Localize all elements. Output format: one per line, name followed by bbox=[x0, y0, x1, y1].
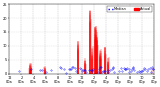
Point bbox=[69, 68, 72, 69]
Point bbox=[84, 70, 87, 71]
Point bbox=[102, 70, 105, 72]
Point bbox=[110, 69, 113, 70]
Point bbox=[146, 70, 148, 71]
Point bbox=[104, 70, 107, 72]
Point bbox=[102, 70, 104, 72]
Point bbox=[50, 69, 52, 70]
Point bbox=[41, 69, 43, 71]
Point bbox=[133, 69, 136, 71]
Point bbox=[109, 69, 111, 70]
Point bbox=[122, 67, 125, 68]
Point bbox=[136, 71, 139, 73]
Point bbox=[139, 72, 141, 73]
Point bbox=[112, 67, 115, 68]
Point bbox=[18, 71, 21, 72]
Point bbox=[149, 68, 152, 69]
Point bbox=[68, 68, 70, 69]
Point bbox=[92, 69, 95, 70]
Point bbox=[81, 70, 83, 71]
Point bbox=[30, 69, 33, 70]
Point bbox=[45, 71, 48, 72]
Point bbox=[138, 70, 140, 72]
Point bbox=[99, 66, 102, 68]
Point bbox=[90, 69, 92, 70]
Point bbox=[106, 70, 109, 71]
Point bbox=[60, 68, 62, 69]
Point bbox=[75, 70, 78, 71]
Point bbox=[132, 68, 135, 69]
Point bbox=[72, 67, 74, 68]
Point bbox=[98, 68, 100, 69]
Point bbox=[151, 66, 153, 68]
Point bbox=[69, 68, 71, 69]
Point bbox=[141, 70, 144, 71]
Point bbox=[130, 71, 132, 72]
Point bbox=[150, 72, 152, 73]
Point bbox=[79, 67, 82, 68]
Point bbox=[59, 67, 62, 68]
Point bbox=[125, 68, 127, 70]
Point bbox=[90, 70, 93, 71]
Point bbox=[143, 67, 145, 69]
Point bbox=[143, 69, 146, 70]
Point bbox=[111, 66, 114, 68]
Point bbox=[140, 70, 143, 71]
Point bbox=[91, 70, 94, 71]
Point bbox=[126, 68, 128, 69]
Point bbox=[39, 70, 42, 71]
Point bbox=[71, 66, 74, 67]
Point bbox=[83, 69, 86, 71]
Point bbox=[97, 71, 99, 72]
Point bbox=[147, 68, 149, 69]
Point bbox=[107, 71, 110, 72]
Point bbox=[128, 68, 131, 70]
Legend: Median, Actual: Median, Actual bbox=[107, 6, 152, 12]
Point bbox=[151, 68, 154, 69]
Point bbox=[127, 71, 130, 73]
Point bbox=[119, 67, 122, 68]
Point bbox=[63, 68, 66, 70]
Point bbox=[123, 68, 126, 69]
Point bbox=[121, 71, 123, 72]
Point bbox=[82, 70, 84, 71]
Point bbox=[131, 66, 134, 67]
Point bbox=[101, 71, 103, 73]
Point bbox=[85, 72, 87, 73]
Point bbox=[113, 72, 115, 73]
Point bbox=[118, 71, 120, 72]
Point bbox=[65, 72, 67, 73]
Point bbox=[142, 69, 144, 70]
Point bbox=[73, 68, 76, 69]
Point bbox=[80, 69, 83, 70]
Point bbox=[100, 66, 103, 68]
Point bbox=[152, 69, 155, 70]
Point bbox=[124, 68, 127, 70]
Point bbox=[88, 70, 91, 71]
Point bbox=[131, 68, 133, 70]
